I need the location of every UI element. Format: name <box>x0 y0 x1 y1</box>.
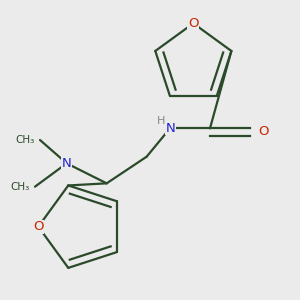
Text: N: N <box>62 157 71 170</box>
Text: O: O <box>258 125 269 138</box>
Text: N: N <box>166 122 175 135</box>
Text: H: H <box>157 116 165 126</box>
Text: O: O <box>33 220 44 233</box>
Text: O: O <box>188 17 199 30</box>
Text: CH₃: CH₃ <box>16 135 35 145</box>
Text: CH₃: CH₃ <box>11 182 30 192</box>
